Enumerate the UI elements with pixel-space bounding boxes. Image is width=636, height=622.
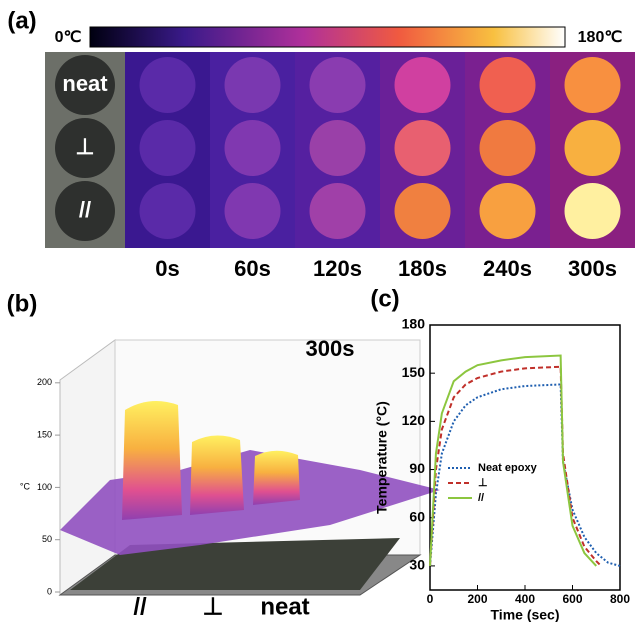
y-tick-label: 180	[402, 316, 426, 332]
time-label: 60s	[234, 256, 271, 281]
pillar	[190, 435, 244, 515]
sample-spot	[310, 120, 366, 176]
sample-spot	[225, 183, 281, 239]
y-tick-label: 60	[409, 508, 425, 524]
sample-label: //	[133, 593, 147, 620]
pillar	[253, 451, 300, 505]
line	[430, 356, 596, 566]
time-label: 300s	[568, 256, 617, 281]
x-tick-label: 0	[427, 592, 434, 606]
y-tick-label: 150	[402, 364, 426, 380]
y-tick-label: 120	[402, 412, 426, 428]
figure: (a) 0℃ 180℃ 0s 60s 120s 180s 240s 300s neat ⊥ // (b)…	[0, 0, 636, 622]
sample-spot	[310, 183, 366, 239]
sample-spot	[395, 57, 451, 113]
sample-spot	[395, 120, 451, 176]
pillar	[122, 401, 182, 520]
x-tick-label: 200	[467, 592, 487, 606]
time-label: 120s	[313, 256, 362, 281]
colorbar-max: 180℃	[578, 29, 623, 46]
z-tick-label: 50	[42, 534, 52, 544]
time-label: 0s	[155, 256, 179, 281]
sample-spot	[225, 57, 281, 113]
time-label: 180s	[398, 256, 447, 281]
z-tick-label: 100	[37, 482, 52, 492]
sample-label: ⊥	[203, 593, 224, 620]
legend-label: Neat epoxy	[478, 462, 538, 474]
colorbar	[90, 27, 565, 47]
sample-label: neat	[260, 593, 309, 620]
panel-b-title: 300s	[306, 336, 355, 361]
x-tick-label: 600	[562, 592, 582, 606]
row-label: neat	[62, 71, 108, 96]
x-axis-title: Time (sec)	[491, 607, 560, 622]
z-tick-label: 150	[37, 429, 52, 439]
legend-label: //	[478, 492, 484, 504]
row-label: ⊥	[75, 134, 94, 159]
z-unit: °C	[20, 481, 31, 491]
sample-spot	[225, 120, 281, 176]
sample-spot	[565, 120, 621, 176]
time-label: 240s	[483, 256, 532, 281]
back-wall	[60, 340, 115, 595]
sample-spot	[565, 183, 621, 239]
sample-spot	[480, 183, 536, 239]
x-tick-label: 400	[515, 592, 535, 606]
y-axis-title: Temperature (°C)	[374, 401, 390, 514]
sample-spot	[310, 57, 366, 113]
panel-label: (b)	[7, 290, 38, 317]
panel-label: (a)	[7, 7, 36, 34]
plot-frame	[430, 325, 620, 590]
sample-spot	[140, 120, 196, 176]
panel-label: (c)	[370, 285, 399, 312]
legend-label: ⊥	[478, 477, 488, 489]
colorbar-min: 0℃	[55, 29, 82, 46]
y-tick-label: 90	[409, 460, 425, 476]
line	[430, 384, 620, 565]
sample-spot	[480, 120, 536, 176]
y-tick-label: 30	[409, 557, 425, 573]
z-tick-label: 200	[37, 377, 52, 387]
x-tick-label: 800	[610, 592, 630, 606]
sample-spot	[140, 183, 196, 239]
row-label: //	[79, 197, 91, 222]
sample-spot	[480, 57, 536, 113]
sample-spot	[140, 57, 196, 113]
z-tick-label: 0	[47, 586, 52, 596]
sample-spot	[395, 183, 451, 239]
sample-spot	[565, 57, 621, 113]
